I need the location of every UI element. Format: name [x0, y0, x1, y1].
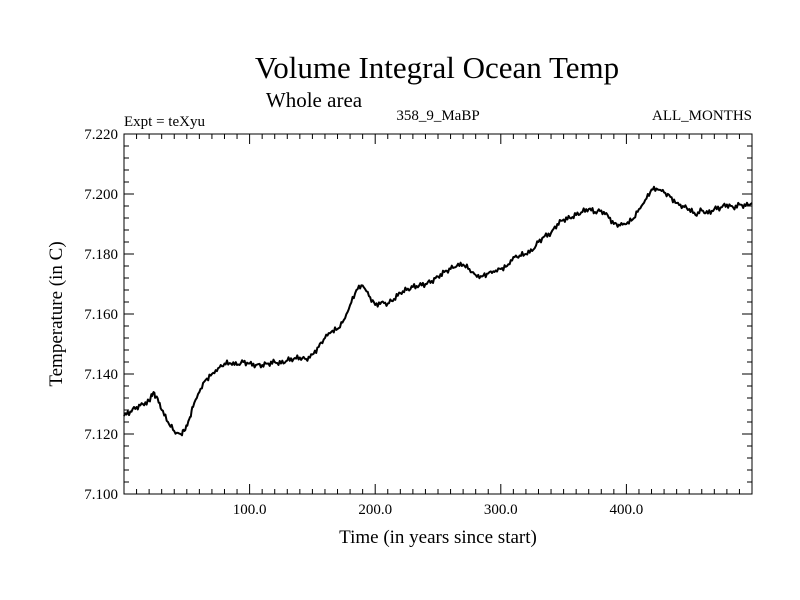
- y-tick-label: 7.120: [84, 427, 118, 443]
- x-tick-label: 200.0: [358, 502, 392, 518]
- x-tick-label: 300.0: [484, 502, 518, 518]
- y-tick-label: 7.100: [84, 487, 118, 503]
- y-tick-label: 7.200: [84, 187, 118, 203]
- x-tick-label: 100.0: [233, 502, 267, 518]
- y-axis-label: Temperature (in C): [46, 241, 67, 386]
- period-label: 358_9_MaBP: [396, 108, 479, 124]
- experiment-label: Expt = teXyu: [124, 114, 205, 130]
- series-line: [123, 185, 753, 437]
- y-tick-label: 7.140: [84, 367, 118, 383]
- chart-title: Volume Integral Ocean Temp: [255, 50, 619, 85]
- y-tick-label: 7.180: [84, 247, 118, 263]
- plot-frame: [123, 133, 753, 495]
- y-tick-label: 7.220: [84, 127, 118, 143]
- x-tick-label: 400.0: [610, 502, 644, 518]
- y-tick-label: 7.160: [84, 307, 118, 323]
- x-axis-label: Time (in years since start): [339, 527, 537, 548]
- months-label: ALL_MONTHS: [652, 108, 752, 124]
- chart-subtitle: Whole area: [266, 88, 363, 112]
